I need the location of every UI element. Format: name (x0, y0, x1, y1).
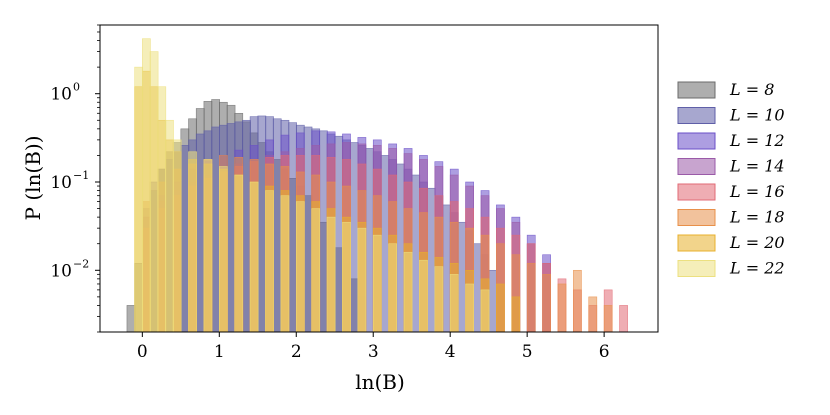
x-tick-label: 3 (368, 342, 379, 362)
legend: L = 8 L = 10 L = 12 L = 14 L = 16 L = 18 L = 2… (677, 80, 785, 278)
legend-swatch (677, 260, 716, 277)
histogram-bar (357, 227, 367, 332)
histogram-bar (619, 305, 628, 332)
histogram-bar (180, 145, 190, 332)
histogram-bar (488, 269, 498, 332)
legend-swatch (677, 183, 716, 201)
histogram-bar (380, 155, 390, 332)
x-tick-label: 2 (291, 342, 302, 362)
histogram-bar (603, 305, 613, 332)
histogram-bar (211, 126, 221, 332)
histogram-bar (249, 181, 259, 332)
legend-label: L = 16 (729, 182, 785, 201)
histogram-bar (342, 221, 351, 332)
histogram-bar (280, 195, 290, 332)
histogram-bar (372, 234, 382, 332)
x-axis: 0 1 2 3 4 5 6 (137, 332, 610, 362)
histogram-bar (396, 163, 405, 332)
histogram-bar (511, 254, 521, 332)
legend-label: L = 22 (729, 259, 785, 278)
legend-label: L = 12 (729, 131, 785, 150)
histogram-bar (419, 259, 428, 332)
histogram-bar (365, 148, 374, 332)
histogram-bar (142, 38, 151, 332)
x-axis-label: ln(B) (355, 370, 405, 394)
histogram-bar (480, 289, 490, 332)
legend-label: L = 20 (729, 233, 785, 252)
histogram-bar (588, 296, 598, 332)
histogram-bar (195, 133, 205, 332)
histogram-bar (388, 243, 398, 332)
histogram-bar (542, 274, 551, 332)
histogram-bar (449, 274, 459, 332)
y-axis-label: P (ln(B)) (21, 136, 45, 221)
y-tick-label: 10 (50, 85, 72, 105)
histogram-bar (557, 283, 567, 332)
histogram-bar (226, 123, 236, 332)
plot-frame (99, 24, 659, 333)
y-tick-label: 10 (50, 261, 72, 281)
histogram-bar (188, 151, 197, 332)
histogram-bar (326, 216, 336, 332)
histogram-bar (149, 51, 159, 332)
histogram-bar (319, 130, 328, 332)
histogram-bar (496, 283, 505, 332)
histogram-bar (272, 118, 282, 332)
histogram-bar (442, 204, 451, 332)
y-tick-exponent: −2 (73, 257, 89, 270)
x-tick-label: 0 (137, 342, 148, 362)
histogram-bar (134, 66, 144, 332)
legend-label: L = 14 (729, 157, 785, 176)
x-tick-label: 5 (522, 342, 533, 362)
y-tick-label: 10 (50, 173, 72, 193)
histogram-bar (457, 221, 467, 332)
histogram-bar (288, 122, 297, 332)
histogram-bar (172, 139, 182, 332)
histogram-bar (411, 174, 421, 332)
histogram-bar (434, 266, 444, 332)
x-tick-label: 1 (214, 342, 225, 362)
histogram-bar (426, 187, 436, 332)
histogram-bar (311, 208, 321, 332)
legend-swatch (677, 234, 716, 252)
histogram-bar (403, 251, 413, 332)
legend-swatch (677, 81, 716, 99)
histogram-bar (234, 174, 244, 332)
histogram-bar (219, 166, 228, 332)
histogram-bar (472, 243, 482, 332)
y-tick-exponent: 0 (73, 81, 80, 94)
histogram-bar (165, 119, 174, 332)
histogram-bar (303, 126, 313, 332)
histogram-bars (126, 38, 628, 332)
histogram-bar (349, 142, 359, 332)
y-tick-exponent: −1 (73, 169, 89, 182)
legend-swatch (677, 132, 716, 150)
legend-label: L = 18 (729, 208, 785, 227)
legend-swatch (677, 107, 716, 124)
series-8 (134, 38, 490, 332)
histogram-bar (573, 269, 582, 332)
histogram-bar (526, 262, 536, 332)
histogram-bar (157, 86, 167, 332)
legend-swatch (677, 209, 716, 226)
histogram-bar (295, 201, 305, 332)
x-tick-label: 6 (599, 342, 610, 362)
histogram-bar (465, 283, 474, 332)
histogram-bar (334, 135, 344, 332)
x-tick-label: 4 (445, 342, 456, 362)
histogram-bar (265, 190, 274, 332)
histogram-bar (511, 296, 521, 332)
legend-swatch (677, 158, 716, 175)
histogram-bar (242, 119, 251, 332)
legend-label: L = 10 (729, 106, 785, 125)
histogram-bar (126, 305, 136, 332)
histogram-bar (257, 115, 267, 332)
legend-label: L = 8 (729, 80, 774, 99)
histogram-bar (203, 159, 213, 332)
